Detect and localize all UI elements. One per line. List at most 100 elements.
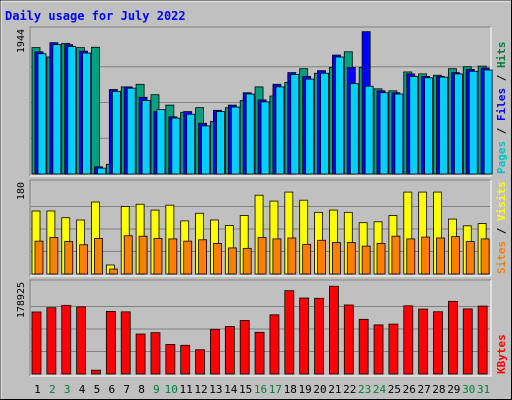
sites-bar [213, 242, 222, 275]
kbytes-bar [239, 320, 250, 375]
y-axis-label-part: / [495, 68, 508, 88]
kbytes-bar [343, 304, 354, 375]
hits-bar [91, 46, 100, 175]
x-tick-label: 29 [447, 383, 460, 396]
sites-bar [34, 240, 44, 275]
x-tick-label: 4 [79, 383, 86, 396]
x-tick-label: 13 [209, 383, 222, 396]
kbytes-bar [195, 349, 205, 375]
y-axis-label-part: Visits [495, 181, 508, 221]
sites-bar [391, 235, 401, 275]
y-axis-label: KBytes [495, 334, 508, 374]
y-axis-label-part: Sites [495, 241, 508, 274]
x-tick-label: 25 [388, 383, 401, 396]
pages-bar [230, 106, 240, 175]
x-tick-label: 12 [194, 383, 207, 396]
sites-bar [49, 237, 59, 275]
x-tick-label: 14 [224, 383, 238, 396]
sites-bar [465, 241, 475, 275]
sites-bar [376, 242, 386, 275]
sites-bar [183, 240, 193, 275]
sites-bar [227, 247, 237, 275]
y-max-label: 1944 [16, 29, 27, 53]
chart-title: Daily usage for July 2022 [5, 9, 186, 23]
kbytes-bar [165, 344, 176, 375]
pages-bar [320, 72, 329, 175]
x-tick-label: 24 [373, 383, 387, 396]
x-tick-label: 5 [94, 383, 101, 396]
y-axis-label: Pages / Files / Hits [495, 42, 508, 175]
kbytes-bar [269, 314, 280, 375]
y-axis-label-part: Hits [495, 42, 508, 69]
sites-bar [346, 242, 356, 275]
pages-bar [156, 109, 166, 175]
panel-2-shadow-edge [29, 179, 491, 276]
kbytes-bar [418, 308, 429, 375]
kbytes-bar [105, 311, 116, 375]
y-axis-label-part: / [495, 121, 508, 141]
pages-bar [126, 87, 136, 175]
pages-bar [216, 111, 225, 175]
pages-bar [364, 85, 374, 175]
sites-bar [123, 235, 133, 275]
kbytes-bar [76, 306, 87, 375]
kbytes-bar [373, 324, 384, 375]
pages-bar [141, 100, 151, 175]
x-tick-label: 23 [358, 383, 371, 396]
kbytes-bar [120, 311, 131, 375]
x-tick-label: 18 [284, 383, 297, 396]
pages-bar [201, 125, 210, 175]
sites-bar [406, 238, 416, 275]
kbytes-bar [358, 318, 369, 375]
pages-bar [483, 69, 493, 175]
sites-bar [168, 238, 178, 275]
pages-bar [379, 92, 389, 175]
sites-bar [257, 237, 267, 275]
kbytes-bar [210, 328, 220, 375]
sites-bar [272, 238, 282, 275]
x-tick-label: 2 [49, 383, 56, 396]
y-axis-label-part: / [495, 221, 508, 241]
y-axis-label-part: KBytes [495, 334, 508, 374]
pages-bar [111, 91, 121, 175]
kbytes-bar [433, 311, 443, 375]
x-tick-label: 28 [432, 383, 445, 396]
kbytes-bar [447, 300, 458, 375]
y-axis-label: Sites / Visits [495, 181, 508, 274]
kbytes-bar [462, 308, 473, 375]
x-tick-label: 21 [328, 383, 341, 396]
sites-bar [436, 237, 445, 275]
pages-bar [82, 52, 92, 175]
pages-bar [171, 117, 181, 175]
y-axis-label-part: Pages [495, 141, 508, 174]
kbytes-bar [477, 305, 488, 375]
panel-3-shadow-edge [29, 279, 491, 376]
x-tick-label: 11 [180, 383, 193, 396]
pages-bar [453, 73, 463, 175]
kbytes-bar [284, 290, 295, 375]
sites-bar [79, 244, 89, 275]
pages-bar [335, 56, 344, 175]
sites-bar [450, 236, 460, 275]
sites-bar [421, 236, 431, 275]
kbytes-bar [180, 344, 191, 375]
sites-bar [302, 243, 312, 275]
x-tick-label: 19 [298, 383, 311, 396]
pages-bar [97, 167, 106, 175]
pages-bar [186, 113, 196, 175]
sites-bar [361, 245, 371, 275]
kbytes-bar [254, 331, 265, 375]
y-max-label: 178925 [16, 282, 27, 318]
x-tick-label: 26 [403, 383, 416, 396]
sites-bar [153, 238, 163, 275]
x-tick-label: 16 [254, 383, 267, 396]
pages-bar [394, 93, 404, 175]
x-tick-label: 3 [64, 383, 71, 396]
sites-bar [198, 239, 207, 275]
sites-bar [94, 238, 103, 275]
x-tick-label: 17 [269, 383, 282, 396]
sites-bar [242, 247, 252, 275]
x-tick-label: 22 [343, 383, 356, 396]
